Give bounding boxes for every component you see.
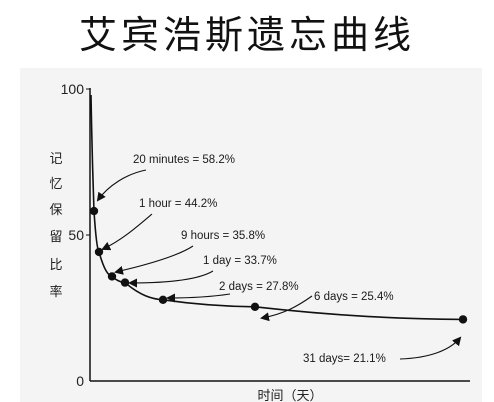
y-tick-label-100: 100 <box>61 81 85 97</box>
y-tick-label-50: 50 <box>68 227 84 243</box>
series-group: 20 minutes = 58.2% 1 hour = 44.2% 9 hours … <box>89 94 468 365</box>
y-axis-label-char: 留 <box>49 230 62 245</box>
data-point <box>120 278 130 287</box>
chart-title: 艾宾浩斯遗忘曲线 <box>78 13 415 57</box>
annotation-arrow <box>114 245 194 275</box>
data-label: 9 hours = 35.8% <box>181 230 265 242</box>
annotation-arrow <box>128 270 214 288</box>
annotation-arrow <box>260 295 313 322</box>
y-tick-label-0: 0 <box>76 373 84 389</box>
plot-area <box>20 68 482 402</box>
annotation-arrow <box>96 169 147 202</box>
y-axis-label-char: 记 <box>49 152 62 167</box>
data-point <box>250 302 260 312</box>
data-label: 31 days= 21.1% <box>303 353 386 365</box>
y-axis-label-char: 保 <box>49 203 62 218</box>
data-point <box>158 295 168 305</box>
data-label: 2 days = 27.8% <box>219 281 299 293</box>
data-label: 1 day = 33.7% <box>203 255 277 267</box>
data-label: 6 days = 25.4% <box>314 291 394 303</box>
annotation-arrow <box>399 336 462 360</box>
annotation-arrow <box>101 213 153 251</box>
data-point <box>458 315 468 324</box>
y-axis-label-char: 比 <box>49 258 62 273</box>
data-point <box>94 247 104 257</box>
data-label: 20 minutes = 58.2% <box>133 154 235 166</box>
data-point <box>107 272 117 281</box>
annotation-arrow <box>166 293 231 303</box>
y-axis-label-char: 忆 <box>49 176 62 192</box>
x-axis-label: 时间（天） <box>257 389 322 402</box>
data-point <box>89 206 99 216</box>
y-axis-label-char: 率 <box>49 284 62 300</box>
data-label: 1 hour = 44.2% <box>139 198 217 210</box>
